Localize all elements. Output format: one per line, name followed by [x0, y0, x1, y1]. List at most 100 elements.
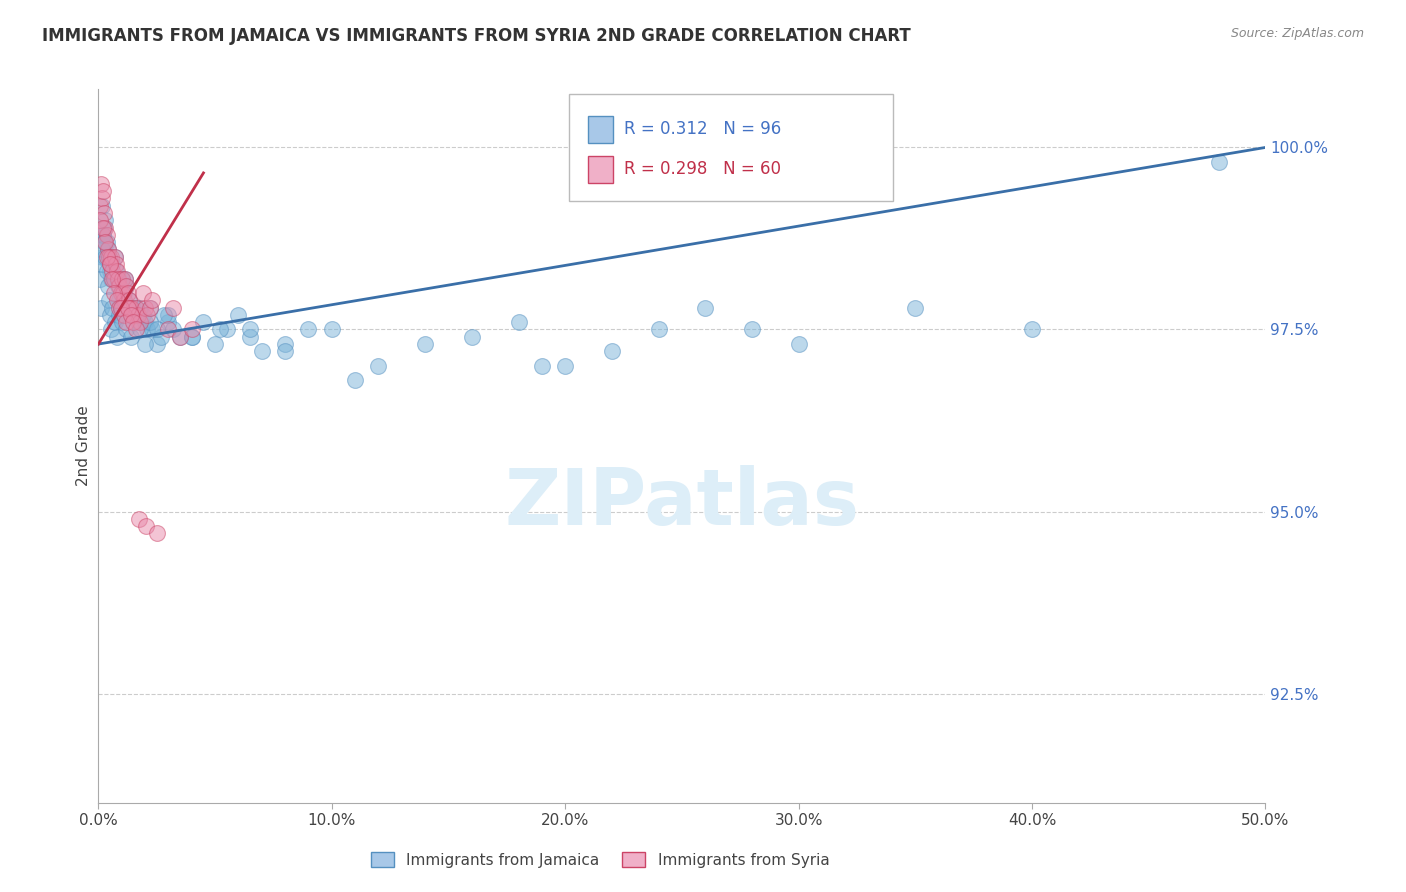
Point [94, 220, 117, 235]
Point [136, 322, 159, 336]
Point [122, 301, 145, 315]
Point [90, 199, 112, 213]
Point [115, 278, 138, 293]
Point [129, 315, 152, 329]
Point [89, 271, 111, 285]
Point [128, 512, 150, 526]
Point [146, 322, 169, 336]
Point [134, 337, 156, 351]
Point [98, 257, 121, 271]
Point [94, 235, 117, 249]
Point [120, 330, 142, 344]
Point [139, 301, 162, 315]
Point [129, 322, 152, 336]
Point [162, 301, 184, 315]
Point [600, 344, 623, 359]
Point [180, 330, 202, 344]
Point [98, 257, 121, 271]
Point [125, 301, 148, 315]
Point [94, 250, 117, 264]
Point [204, 337, 226, 351]
Point [647, 322, 669, 336]
Point [90, 191, 112, 205]
Point [115, 278, 138, 293]
Point [97, 243, 120, 257]
Point [93, 235, 115, 249]
Point [367, 359, 389, 373]
Point [180, 330, 202, 344]
Point [108, 293, 131, 308]
Point [117, 301, 139, 315]
Text: IMMIGRANTS FROM JAMAICA VS IMMIGRANTS FROM SYRIA 2ND GRADE CORRELATION CHART: IMMIGRANTS FROM JAMAICA VS IMMIGRANTS FR… [42, 27, 911, 45]
Point [90, 301, 112, 315]
Point [250, 344, 273, 359]
Point [297, 322, 319, 336]
Point [105, 293, 128, 308]
Point [344, 374, 367, 388]
Point [94, 213, 117, 227]
Point [125, 308, 148, 322]
Point [193, 315, 215, 329]
Point [530, 359, 553, 373]
Point [129, 301, 152, 315]
Point [104, 250, 127, 264]
Point [97, 250, 120, 264]
Point [100, 250, 122, 264]
Point [111, 315, 134, 329]
Point [108, 278, 131, 293]
Point [120, 308, 142, 322]
Point [90, 243, 112, 257]
Point [146, 526, 169, 541]
Point [105, 264, 128, 278]
Point [96, 235, 118, 249]
Point [91, 227, 114, 242]
Point [90, 177, 112, 191]
Point [108, 308, 131, 322]
Point [93, 206, 115, 220]
Point [104, 264, 127, 278]
Point [695, 301, 717, 315]
Point [118, 301, 141, 315]
Point [104, 250, 127, 264]
Point [208, 322, 231, 336]
Point [89, 213, 111, 227]
Point [1208, 155, 1230, 169]
Point [111, 293, 134, 308]
Legend: Immigrants from Jamaica, Immigrants from Syria: Immigrants from Jamaica, Immigrants from… [366, 846, 835, 873]
Point [93, 220, 115, 235]
Point [97, 250, 120, 264]
Point [104, 315, 127, 329]
Point [162, 322, 184, 336]
Point [321, 322, 343, 336]
Point [115, 322, 138, 336]
Point [118, 293, 141, 308]
Point [274, 337, 297, 351]
Point [103, 271, 125, 285]
Point [132, 308, 155, 322]
Point [120, 308, 142, 322]
Point [508, 315, 530, 329]
Point [120, 301, 142, 315]
Point [111, 286, 134, 301]
Point [157, 315, 180, 329]
Point [105, 330, 128, 344]
Point [114, 271, 136, 285]
Point [118, 293, 141, 308]
Point [91, 220, 114, 235]
Point [103, 286, 125, 301]
Point [97, 243, 120, 257]
Point [117, 286, 139, 301]
Point [90, 257, 112, 271]
Point [135, 519, 157, 533]
Point [141, 293, 163, 308]
Y-axis label: 2nd Grade: 2nd Grade [76, 406, 91, 486]
Point [228, 308, 250, 322]
Point [100, 322, 122, 336]
Point [112, 308, 135, 322]
Point [152, 308, 174, 322]
Point [112, 286, 135, 301]
Point [112, 293, 135, 308]
Point [169, 330, 191, 344]
Point [134, 301, 156, 315]
Point [554, 359, 576, 373]
